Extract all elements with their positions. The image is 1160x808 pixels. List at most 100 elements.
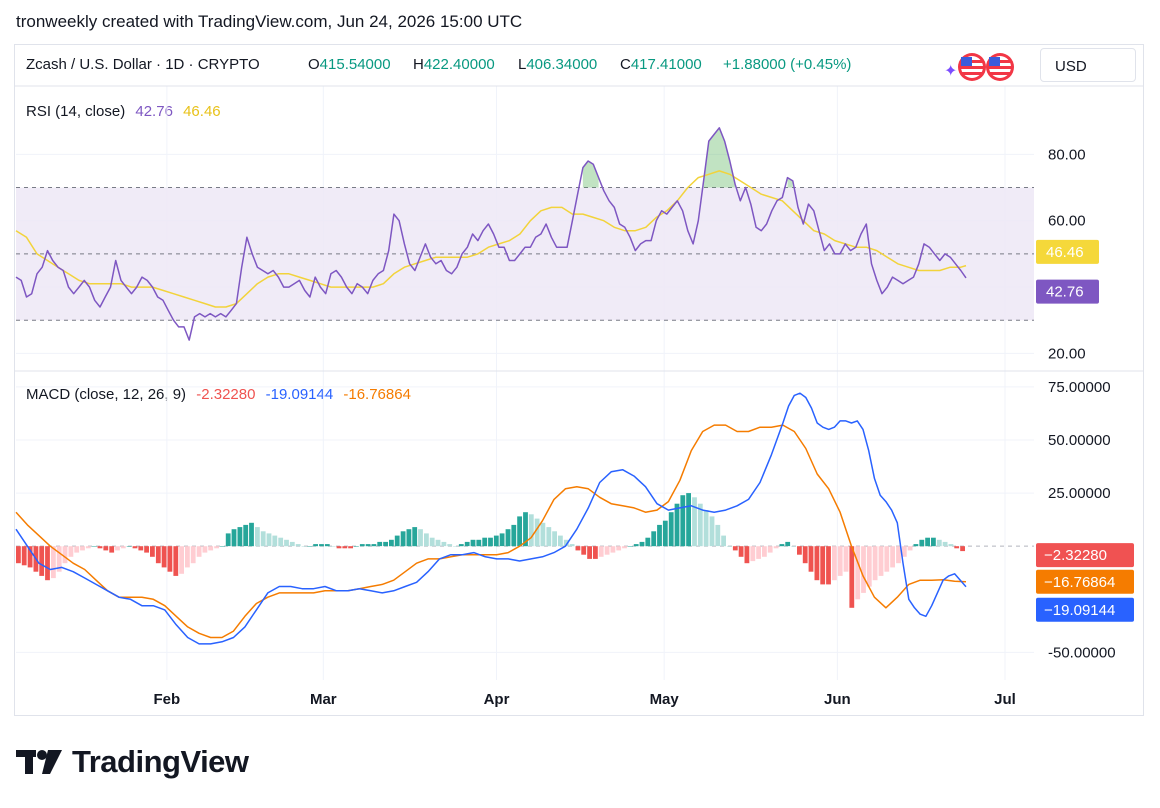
- macd-histogram-bar: [214, 546, 219, 549]
- tradingview-logo-icon: [16, 750, 62, 774]
- macd-histogram-bar: [546, 527, 552, 547]
- macd-histogram-bar: [680, 495, 686, 547]
- macd-histogram-bar: [948, 544, 954, 547]
- macd-histogram-bar: [744, 546, 750, 564]
- svg-text:RSI (14, close) 42.76: RSI (14, close) 42.76 46.46: [26, 103, 221, 120]
- macd-histogram-bar: [243, 524, 249, 547]
- rsi-line: [15, 127, 967, 341]
- macd-histogram-bar: [727, 546, 732, 547]
- macd-histogram-bar: [132, 546, 138, 549]
- x-tick-label: Feb: [154, 691, 181, 708]
- macd-histogram-bar: [330, 546, 336, 547]
- macd-badge: −19.09144: [1036, 597, 1134, 622]
- macd-histogram-bar: [814, 546, 820, 581]
- macd-histogram-bar: [185, 546, 190, 568]
- macd-histogram-bar: [167, 546, 173, 572]
- macd-histogram-bar: [616, 546, 622, 551]
- macd-histogram-bar: [505, 529, 511, 547]
- macd-histogram-bar: [51, 546, 56, 579]
- macd-histogram-bar: [651, 531, 657, 547]
- rsi-ma-badge-bg: [1036, 239, 1099, 264]
- macd-histogram-bar: [208, 546, 214, 551]
- macd-histogram-bar: [884, 546, 890, 572]
- macd-y-tick-label: 75.00000: [1048, 379, 1111, 396]
- x-tick-label: Jul: [994, 691, 1016, 708]
- macd-histogram-bar: [464, 541, 470, 547]
- sparkle-icon: ✦: [944, 63, 957, 80]
- rsi-ma-legend-value: 46.46: [183, 103, 221, 120]
- macd-histogram-bar: [826, 546, 831, 585]
- macd-histogram-bar: [750, 546, 756, 562]
- hist-badge: −2.32280: [1036, 543, 1134, 568]
- macd-histogram-bar: [56, 546, 62, 572]
- macd-histogram-bar: [266, 533, 272, 547]
- macd-histogram-bar: [161, 546, 167, 568]
- macd-histogram-bar: [575, 546, 581, 551]
- macd-histogram-bar: [138, 546, 144, 551]
- macd-histogram-bar: [196, 546, 202, 557]
- macd-histogram-bar: [80, 546, 85, 551]
- macd-histogram-bar: [890, 546, 895, 568]
- macd-histogram-bar: [692, 497, 697, 547]
- macd-y-tick-label: 25.00000: [1048, 485, 1111, 502]
- rsi-ma-badge: 46.46: [1036, 239, 1099, 264]
- macd-histogram-bar: [85, 546, 91, 549]
- macd-badge-text: −19.09144: [1044, 602, 1115, 619]
- rsi-ma-badge-text: 46.46: [1046, 244, 1084, 261]
- rsi-badge-text: 42.76: [1046, 284, 1084, 301]
- macd-histogram-bar: [866, 546, 872, 587]
- macd-histogram-bar: [319, 544, 324, 547]
- macd-histogram-bar: [633, 544, 639, 547]
- macd-histogram-bar: [272, 535, 278, 547]
- currency-selector[interactable]: USD: [1040, 48, 1136, 82]
- macd-histogram-bar: [126, 546, 132, 547]
- macd-badge-bg: [1036, 597, 1134, 622]
- macd-histogram-bar: [797, 546, 802, 555]
- macd-histogram-bar: [103, 546, 109, 551]
- rsi-badge-bg: [1036, 279, 1099, 304]
- macd-histogram-bar: [732, 546, 738, 551]
- macd-histogram-bar: [342, 546, 348, 549]
- macd-histogram-bar: [709, 516, 715, 547]
- macd-histogram-bar: [377, 541, 383, 547]
- svg-text:H422.40000: H422.40000: [413, 56, 495, 73]
- flags-group[interactable]: ✦: [944, 50, 1034, 84]
- macd-histogram-bar: [115, 546, 120, 551]
- macd-histogram-bar: [896, 546, 901, 564]
- macd-histogram-bar: [773, 546, 779, 549]
- macd-histogram-bar: [843, 546, 849, 572]
- macd-histogram-bar: [657, 524, 662, 547]
- macd-histogram-bar: [872, 546, 878, 581]
- macd-histogram-bar: [441, 541, 447, 547]
- high-label: H: [413, 56, 424, 73]
- macd-histogram-bar: [861, 546, 866, 593]
- rsi-overbought-fill: [703, 127, 736, 188]
- hist-legend-value: -2.32280: [196, 386, 255, 403]
- macd-histogram-bar: [581, 546, 587, 555]
- macd-histogram-bar: [336, 546, 342, 549]
- macd-histogram-bar: [237, 527, 243, 547]
- macd-histogram-bar: [260, 531, 266, 547]
- macd-histogram-bar: [919, 539, 925, 547]
- macd-histogram-bar: [762, 546, 767, 557]
- symbol-title: Zcash / U.S. Dollar · 1D · CRYPTO: [26, 56, 260, 73]
- macd-histogram-bar: [418, 529, 423, 547]
- macd-histogram-bar: [622, 546, 627, 549]
- low-value: 406.34000: [526, 56, 597, 73]
- macd-histogram-bar: [406, 529, 412, 547]
- macd-histogram-bar: [534, 518, 540, 547]
- macd-histogram-bar: [686, 493, 691, 547]
- macd-histogram-bar: [220, 546, 225, 547]
- macd-histogram-bar: [109, 546, 115, 553]
- rsi-legend-title: RSI (14, close): [26, 103, 125, 120]
- macd-histogram-bar: [348, 546, 353, 549]
- macd-histogram-bar: [523, 512, 528, 547]
- macd-histogram-bar: [738, 546, 744, 557]
- macd-histogram-bar: [301, 546, 307, 547]
- close-value: 417.41000: [631, 56, 702, 73]
- macd-histogram-bar: [39, 546, 45, 576]
- macd-histogram-bar: [587, 546, 592, 559]
- macd-histogram-bar: [295, 544, 301, 547]
- macd-histogram-bar: [931, 537, 936, 547]
